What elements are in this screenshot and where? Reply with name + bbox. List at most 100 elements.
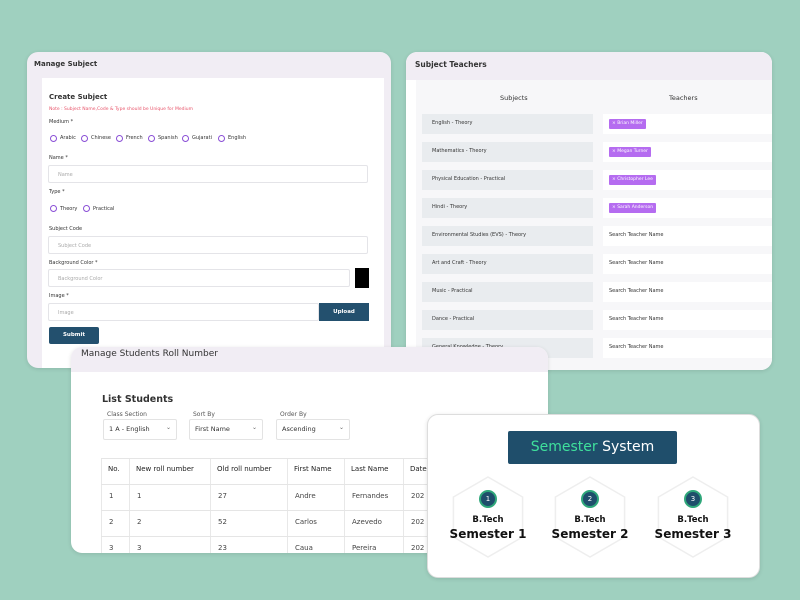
subject-name: Dance - Practical	[432, 316, 475, 322]
radio-label: French	[126, 135, 143, 141]
teacher-tag[interactable]: × Christopher Lee	[609, 175, 656, 185]
cell: 1	[109, 492, 114, 500]
teacher-search: Search Teacher Name	[609, 288, 664, 294]
teacher-search: Search Teacher Name	[609, 232, 664, 238]
filter-select[interactable]: 1 A - English ⌄	[103, 419, 177, 440]
cell: 1	[137, 492, 142, 500]
cell: 52	[218, 518, 227, 526]
table: No. New roll number Old roll number First N…	[101, 458, 463, 553]
submit-button[interactable]: Submit	[49, 327, 99, 344]
semester-badge: 2	[581, 490, 599, 508]
teacher-tag[interactable]: × Sarah Anderson	[609, 203, 657, 213]
filter-label: Sort By	[193, 411, 215, 418]
input: Background Color	[48, 269, 350, 287]
radio	[116, 135, 123, 142]
filter-value: First Name	[195, 425, 230, 433]
title-accent: Semester	[530, 439, 598, 455]
radio-label: Spanish	[158, 135, 178, 141]
teacher-name: Christopher Lee	[617, 177, 653, 182]
subject-cell: Music - Practical	[422, 282, 593, 302]
teacher-cell: × Sarah Anderson	[603, 198, 772, 218]
subject-name: English - Theory	[432, 120, 473, 126]
filter-select[interactable]: First Name ⌄	[189, 419, 263, 440]
teacher-name: Sarah Anderson	[617, 205, 654, 210]
degree: B.Tech	[472, 515, 504, 525]
radio	[50, 205, 57, 212]
radio	[182, 135, 189, 142]
filter-label: Order By	[280, 411, 307, 418]
teacher-tag[interactable]: × Megan Turner	[609, 147, 651, 157]
card-title: Manage Students Roll Number	[81, 349, 218, 359]
cell: Caua	[295, 544, 313, 552]
column-header: Last Name	[351, 465, 389, 473]
cell: 202	[411, 518, 425, 526]
remove-icon[interactable]: ×	[612, 205, 618, 210]
filter-select[interactable]: Ascending ⌄	[276, 419, 350, 440]
field-label: Background Color *	[49, 260, 98, 266]
chevron: ⌄	[338, 424, 344, 431]
radio	[218, 135, 225, 142]
column-header: No.	[108, 465, 120, 473]
subject-cell: Environmental Studies (EVS) - Theory	[422, 226, 593, 246]
remove-icon[interactable]: ×	[612, 121, 618, 126]
teacher-cell: × Christopher Lee	[603, 170, 772, 190]
manage-subject-card: Manage Subject Create Subject Note : Subj…	[27, 52, 391, 368]
column-header: Date	[410, 465, 427, 473]
radio-label: Chinese	[91, 135, 111, 141]
semester-list: 1 B.Tech Semester 1 2 B.Tech Semester 2 3 B.Tec…	[428, 415, 759, 577]
input: Name	[48, 165, 368, 183]
teacher-search: Search Teacher Name	[609, 316, 664, 322]
cell: Andre	[295, 492, 316, 500]
filter-label: Class Section	[107, 411, 147, 418]
chevron: ⌄	[165, 424, 171, 431]
placeholder: Image	[58, 310, 74, 316]
subject-cell: Dance - Practical	[422, 310, 593, 330]
teacher-cell: Search Teacher Name	[603, 226, 772, 246]
cell: 2	[137, 518, 142, 526]
card-header	[406, 52, 772, 80]
hex-layer	[452, 476, 729, 558]
semester-title: Semester System	[508, 431, 677, 464]
hexagon	[657, 476, 729, 558]
filter-value: 1 A - English	[109, 425, 150, 433]
semester-name: Semester 1	[449, 527, 527, 541]
placeholder: Name	[58, 172, 73, 178]
subject-name: Art and Craft - Theory	[432, 260, 487, 266]
cell: 202	[411, 544, 425, 552]
cell: Azevedo	[352, 518, 382, 526]
field-label: Medium *	[49, 119, 74, 125]
cell: 27	[218, 492, 227, 500]
cell: Pereira	[352, 544, 377, 552]
subject-name: Music - Practical	[432, 288, 473, 294]
column-header: First Name	[294, 465, 332, 473]
cell: Carlos	[295, 518, 317, 526]
cell: 3	[137, 544, 142, 552]
column-divider	[287, 459, 288, 553]
subject-cell: Physical Education - Practical	[422, 170, 593, 190]
column-header: New roll number	[136, 465, 194, 473]
subject-teachers-card: Subject Teachers Subjects Teachers English…	[406, 52, 772, 370]
radio-label: Theory	[60, 206, 78, 212]
remove-icon[interactable]: ×	[612, 149, 618, 154]
radio	[83, 205, 90, 212]
cell: 202	[411, 492, 425, 500]
radio	[50, 135, 57, 142]
teacher-cell: Search Teacher Name	[603, 282, 772, 302]
cell: 23	[218, 544, 227, 552]
cell: 2	[109, 518, 114, 526]
hexagon	[452, 476, 524, 558]
remove-icon[interactable]: ×	[612, 177, 618, 182]
cell: 3	[109, 544, 114, 552]
semester-card: Semester System 1 B.Tech Semester 1 2 B.Tech…	[427, 414, 760, 578]
upload-button[interactable]: Upload	[319, 303, 369, 321]
subject-cell: English - Theory	[422, 114, 593, 134]
column-divider	[403, 459, 404, 553]
field-label: Type *	[49, 189, 65, 195]
radio	[148, 135, 155, 142]
radio-label: English	[228, 135, 247, 141]
list-body: Class Section 1 A - English ⌄ Sort By First …	[71, 347, 548, 553]
form-panel: Create Subject Note : Subject Name,Code &…	[42, 78, 384, 368]
degree: B.Tech	[574, 515, 606, 525]
teacher-tag[interactable]: × Brian Miller	[609, 119, 646, 129]
